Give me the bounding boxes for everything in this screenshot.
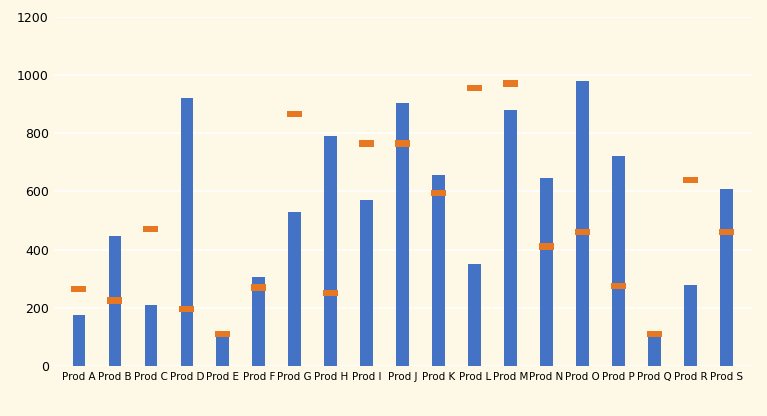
Bar: [683, 176, 698, 183]
Bar: [431, 190, 446, 196]
Bar: [647, 331, 662, 337]
Bar: [469, 264, 481, 366]
Bar: [252, 284, 266, 291]
Bar: [216, 331, 230, 337]
Bar: [252, 277, 265, 366]
Bar: [359, 140, 374, 146]
Bar: [433, 176, 445, 366]
Bar: [287, 111, 302, 117]
Bar: [143, 226, 159, 233]
Bar: [612, 156, 625, 366]
Bar: [611, 283, 626, 289]
Bar: [467, 85, 482, 91]
Bar: [73, 315, 85, 366]
Bar: [71, 286, 87, 292]
Bar: [505, 110, 517, 366]
Bar: [324, 136, 337, 366]
Bar: [719, 229, 734, 235]
Bar: [395, 140, 410, 146]
Bar: [216, 334, 229, 366]
Bar: [539, 243, 554, 250]
Bar: [540, 178, 553, 366]
Bar: [648, 331, 661, 366]
Bar: [179, 306, 194, 312]
Bar: [576, 81, 589, 366]
Bar: [503, 80, 518, 87]
Bar: [107, 297, 123, 304]
Bar: [720, 189, 732, 366]
Bar: [360, 200, 373, 366]
Bar: [323, 290, 338, 297]
Bar: [684, 285, 696, 366]
Bar: [288, 212, 301, 366]
Bar: [575, 229, 590, 235]
Bar: [180, 98, 193, 366]
Bar: [109, 236, 121, 366]
Bar: [397, 102, 409, 366]
Bar: [144, 305, 157, 366]
